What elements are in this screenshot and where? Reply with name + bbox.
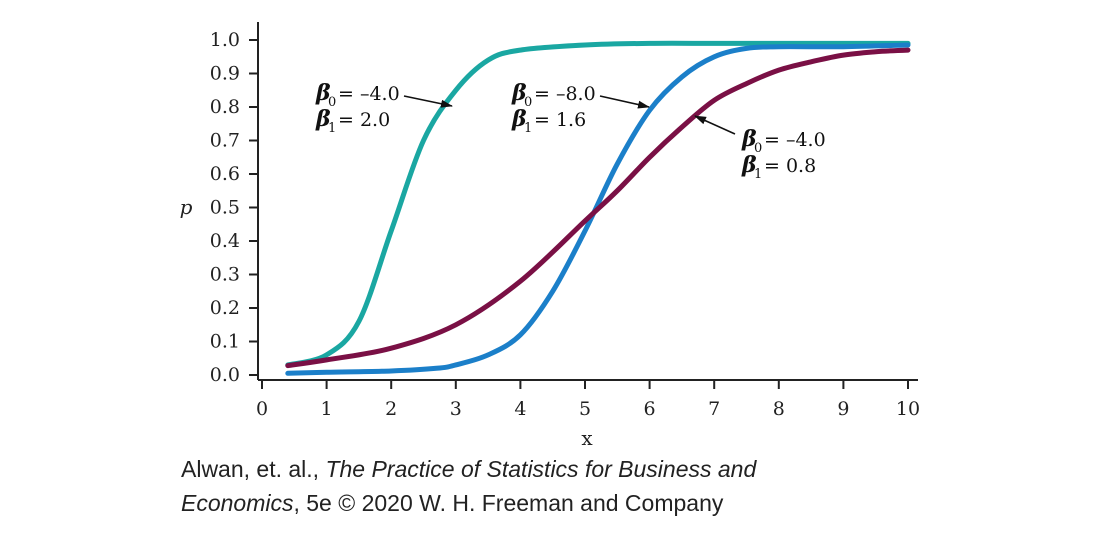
x-tick-label: 2 [385, 398, 397, 420]
x-tick-label: 6 [644, 398, 656, 420]
y-tick-label: 0.4 [210, 230, 240, 252]
x-tick-label: 4 [514, 398, 526, 420]
beta0-value: = –4.0 [338, 83, 400, 105]
series-line-b0-neg8-b1-1_6 [285, 42, 911, 376]
x-tick-label: 10 [896, 398, 920, 420]
y-tick-label: 0.6 [210, 163, 240, 185]
x-tick-label: 3 [450, 398, 462, 420]
beta0-symbol: β [315, 80, 331, 106]
beta1-subscript: 1 [754, 167, 762, 182]
beta0-symbol: β [741, 126, 757, 152]
annotation-arrow [403, 95, 453, 108]
credit-authors: Alwan, et. al., [181, 456, 326, 482]
annotation-block: β0 = –4.0β1 = 2.0 [315, 80, 453, 136]
x-tick-label: 7 [708, 398, 720, 420]
annotations: β0 = –4.0β1 = 2.0β0 = –8.0β1 = 1.6β0 = –4.0β1… [315, 80, 826, 182]
beta1-value: = 1.6 [534, 109, 586, 131]
beta1-symbol: β [511, 106, 527, 132]
beta0-subscript: 0 [524, 95, 532, 110]
beta1-value: = 0.8 [764, 155, 816, 177]
credit-line: Alwan, et. al., The Practice of Statisti… [181, 452, 756, 520]
axes [257, 22, 918, 381]
annotation-arrow [599, 95, 650, 109]
credit-title-part2: Economics [181, 490, 294, 516]
y-tick-label: 0.0 [210, 364, 240, 386]
y-tick-label: 0.1 [210, 331, 240, 353]
y-tick-label: 0.5 [210, 197, 240, 219]
beta0-value: = –4.0 [764, 129, 826, 151]
y-tick-label: 0.8 [210, 96, 240, 118]
curves [285, 40, 911, 376]
y-tick-label: 0.9 [210, 63, 240, 85]
beta1-symbol: β [315, 106, 331, 132]
y-tick-label: 0.3 [210, 264, 240, 286]
series-line-b0-neg4-b1-0_8 [285, 47, 911, 369]
series-line-b0-neg4-b1-2 [285, 40, 911, 368]
beta1-value: = 2.0 [338, 109, 390, 131]
credit-line-1: Alwan, et. al., The Practice of Statisti… [181, 452, 756, 486]
x-tick-label: 1 [321, 398, 333, 420]
x-axis-label: x [581, 426, 593, 450]
x-tick-label: 0 [256, 398, 268, 420]
y-axis-label: p [180, 195, 193, 219]
beta1-symbol: β [741, 152, 757, 178]
y-tick-label: 0.7 [210, 130, 240, 152]
ticks: 0.0 0.1 0.2 0.3 0.4 0.5 0.6 0.7 0.8 0.9 1.0 0 1 2 3 4 5 6… [210, 29, 920, 420]
annotation-block: β0 = –4.0β1 = 0.8 [694, 115, 826, 182]
credit-line-2: Economics, 5e © 2020 W. H. Freeman and C… [181, 486, 756, 520]
credit-publisher: , 5e © 2020 W. H. Freeman and Company [293, 490, 724, 516]
logistic-chart: 0.0 0.1 0.2 0.3 0.4 0.5 0.6 0.7 0.8 0.9 1.0 0 1 2 3 4 5 6… [180, 22, 920, 450]
x-tick-label: 5 [579, 398, 591, 420]
beta1-subscript: 1 [524, 121, 532, 136]
x-tick-label: 9 [837, 398, 849, 420]
beta0-subscript: 0 [328, 95, 336, 110]
y-tick-label: 1.0 [210, 29, 240, 51]
annotation-arrow [694, 115, 736, 135]
beta1-subscript: 1 [328, 121, 336, 136]
beta0-value: = –8.0 [534, 83, 596, 105]
beta0-symbol: β [511, 80, 527, 106]
annotation-block: β0 = –8.0β1 = 1.6 [511, 80, 650, 136]
beta0-subscript: 0 [754, 141, 762, 156]
y-tick-label: 0.2 [210, 297, 240, 319]
x-tick-label: 8 [773, 398, 785, 420]
credit-title-part1: The Practice of Statistics for Business … [325, 456, 757, 482]
